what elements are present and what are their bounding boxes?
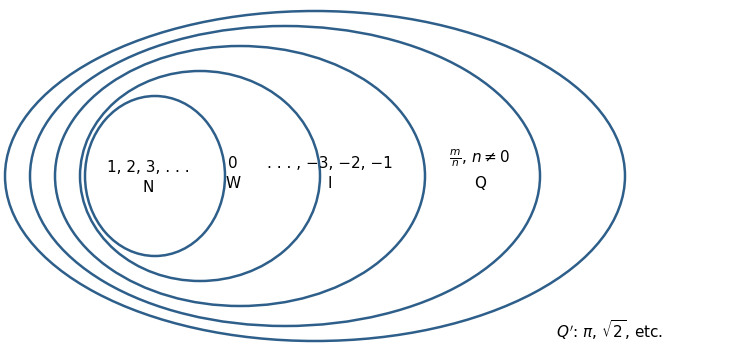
Text: . . . , −3, −2, −1: . . . , −3, −2, −1 <box>267 157 393 171</box>
Text: Q: Q <box>474 176 486 191</box>
Text: W: W <box>225 176 240 191</box>
Text: $Q'$: $\pi$, $\sqrt{2}$, etc.: $Q'$: $\pi$, $\sqrt{2}$, etc. <box>556 318 664 342</box>
Text: 1, 2, 3, . . .: 1, 2, 3, . . . <box>107 161 189 176</box>
Text: $\frac{m}{n}$, $n \neq 0$: $\frac{m}{n}$, $n \neq 0$ <box>450 147 510 169</box>
Text: 0: 0 <box>228 157 238 171</box>
Text: I: I <box>327 176 333 191</box>
Text: N: N <box>143 181 154 195</box>
